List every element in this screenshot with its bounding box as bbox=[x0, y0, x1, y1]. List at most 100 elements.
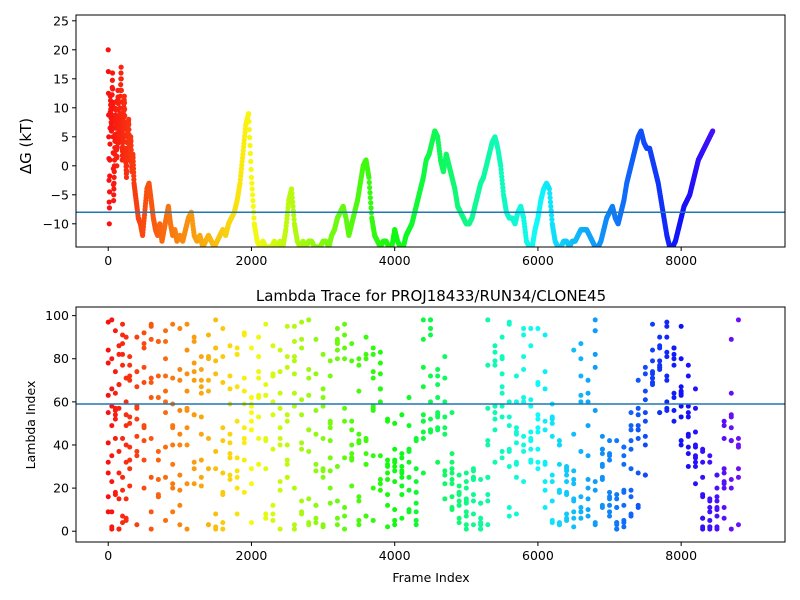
lambda-point bbox=[112, 489, 118, 495]
lambda-point bbox=[442, 431, 448, 437]
lambda-point bbox=[270, 343, 276, 349]
lambda-point bbox=[513, 461, 519, 467]
lambda-point bbox=[299, 440, 305, 446]
lambda-point bbox=[736, 0, 741, 3]
lambda-point bbox=[256, 375, 262, 381]
lambda-point bbox=[123, 412, 129, 418]
lambda-point bbox=[399, 515, 405, 521]
lambda-point bbox=[542, 479, 548, 485]
dg-point bbox=[741, 0, 746, 3]
dg-point bbox=[121, 100, 128, 106]
dg-point bbox=[742, 0, 747, 3]
lambda-point bbox=[721, 505, 727, 511]
lambda-point bbox=[521, 448, 527, 454]
lambda-point bbox=[170, 375, 176, 381]
dg-point bbox=[737, 0, 742, 3]
lambda-y-tick-label: 0 bbox=[61, 524, 69, 539]
lambda-x-ticks: 0 2000 4000 6000 8000 bbox=[104, 542, 697, 563]
lambda-point bbox=[642, 442, 648, 448]
lambda-point bbox=[277, 436, 283, 442]
lambda-point bbox=[499, 354, 505, 360]
dg-point bbox=[724, 0, 729, 3]
lambda-point bbox=[513, 399, 519, 405]
dg-point bbox=[717, 0, 722, 3]
lambda-point bbox=[170, 485, 176, 491]
lambda-point bbox=[743, 0, 748, 3]
lambda-point bbox=[664, 323, 670, 329]
lambda-point bbox=[198, 384, 204, 390]
lambda-point bbox=[184, 347, 190, 353]
lambda-point bbox=[549, 433, 555, 439]
lambda-point bbox=[456, 520, 462, 526]
lambda-point bbox=[291, 522, 297, 528]
lambda-x-tick-label: 8000 bbox=[665, 548, 697, 563]
lambda-point bbox=[413, 517, 419, 523]
dg-point bbox=[249, 180, 255, 186]
lambda-point bbox=[535, 416, 541, 422]
lambda-point bbox=[241, 436, 247, 442]
lambda-point bbox=[628, 438, 634, 444]
lambda-point bbox=[184, 481, 190, 487]
dg-point bbox=[111, 192, 117, 198]
lambda-point bbox=[585, 507, 591, 513]
dg-point bbox=[106, 134, 112, 140]
lambda-point bbox=[743, 0, 748, 3]
lambda-point bbox=[213, 371, 219, 377]
lambda-point bbox=[607, 438, 613, 444]
lambda-point bbox=[470, 511, 476, 517]
dg-point bbox=[737, 0, 742, 3]
lambda-point bbox=[284, 364, 290, 370]
lambda-point bbox=[428, 373, 433, 379]
lambda-point bbox=[134, 453, 140, 459]
lambda-point bbox=[270, 399, 276, 405]
dg-point bbox=[548, 203, 554, 209]
lambda-point bbox=[109, 423, 115, 429]
lambda-point bbox=[241, 440, 247, 446]
dg-point bbox=[743, 0, 748, 3]
lambda-point bbox=[327, 420, 333, 426]
lambda-point bbox=[478, 526, 484, 532]
lambda-point bbox=[109, 509, 115, 515]
lambda-point bbox=[127, 466, 133, 472]
dg-point bbox=[732, 0, 737, 3]
lambda-point bbox=[728, 485, 734, 491]
lambda-point bbox=[692, 386, 698, 392]
dg-point bbox=[124, 163, 130, 169]
lambda-point bbox=[657, 345, 663, 351]
dg-point bbox=[747, 0, 752, 3]
lambda-point bbox=[657, 410, 663, 416]
lambda-point bbox=[671, 407, 677, 413]
lambda-point bbox=[227, 431, 233, 437]
lambda-point bbox=[506, 513, 512, 519]
lambda-point bbox=[492, 410, 498, 416]
lambda-point bbox=[650, 321, 656, 327]
lambda-point bbox=[241, 388, 247, 394]
lambda-point bbox=[442, 472, 448, 478]
lambda-point bbox=[291, 354, 297, 360]
lambda-point bbox=[277, 479, 283, 485]
lambda-point bbox=[123, 375, 129, 381]
dg-point bbox=[716, 0, 721, 3]
lambda-point bbox=[714, 494, 720, 500]
dg-point bbox=[106, 221, 112, 227]
lambda-point bbox=[578, 356, 584, 362]
lambda-point bbox=[370, 345, 376, 351]
lambda-point bbox=[556, 438, 562, 444]
lambda-point bbox=[435, 425, 441, 431]
dg-point bbox=[128, 138, 134, 144]
dg-point bbox=[718, 0, 723, 3]
lambda-point bbox=[277, 526, 283, 532]
dg-point bbox=[750, 0, 755, 3]
lambda-x-tick-label: 4000 bbox=[379, 548, 411, 563]
lambda-point bbox=[363, 356, 369, 362]
lambda-point bbox=[248, 466, 254, 472]
lambda-point bbox=[420, 418, 426, 424]
lambda-point bbox=[642, 418, 648, 424]
dg-point bbox=[744, 0, 749, 3]
lambda-point bbox=[263, 515, 269, 521]
lambda-point bbox=[721, 423, 727, 429]
lambda-point bbox=[592, 407, 598, 413]
lambda-point bbox=[506, 423, 512, 429]
lambda-point bbox=[671, 356, 677, 362]
dg-point bbox=[109, 77, 115, 83]
